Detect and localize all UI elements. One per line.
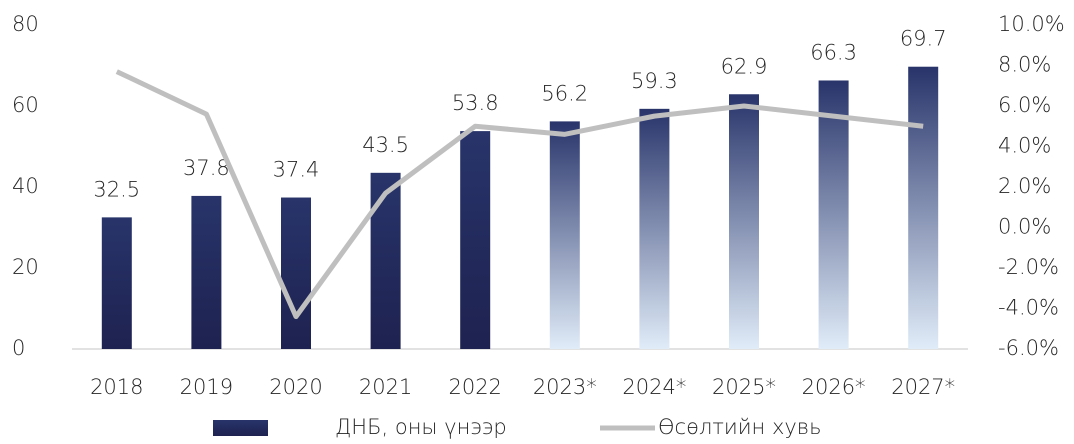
data-label: 62.9: [721, 54, 768, 78]
y2-tick-label: 6.0%: [998, 93, 1051, 117]
data-label: 69.7: [900, 27, 947, 51]
x-tick-label: 2022: [448, 375, 501, 399]
legend-label: Өсөлтийн хувь: [658, 415, 821, 439]
y2-tick-label: 2.0%: [998, 174, 1051, 198]
bar: [729, 94, 759, 349]
data-label: 37.4: [273, 158, 320, 182]
data-label: 43.5: [362, 133, 409, 157]
data-label: 59.3: [631, 69, 678, 93]
bar: [908, 66, 939, 349]
data-label: 32.5: [93, 177, 140, 201]
bar: [818, 80, 849, 350]
legend-label: ДНБ, оны үнээр: [335, 415, 507, 439]
y2-tick-label: 8.0%: [998, 53, 1051, 77]
bar: [101, 217, 132, 349]
y2-tick-label: -6.0%: [998, 336, 1059, 360]
data-label: 66.3: [810, 40, 857, 64]
data-label: 53.8: [452, 91, 499, 115]
bar: [191, 195, 222, 349]
x-tick-label: 2025*: [712, 375, 776, 399]
bar: [281, 197, 311, 349]
y-tick-label: 0: [12, 336, 25, 360]
y-tick-label: 40: [12, 174, 39, 198]
data-label: 56.2: [541, 81, 588, 105]
y2-tick-label: 0.0%: [998, 215, 1051, 239]
x-tick-label: 2027*: [891, 375, 955, 399]
x-tick-label: 2019: [180, 375, 233, 399]
y-tick-label: 60: [12, 93, 39, 117]
x-tick-label: 2018: [90, 375, 143, 399]
y2-tick-label: 4.0%: [998, 134, 1051, 158]
bar: [639, 108, 670, 350]
x-tick-label: 2026*: [802, 375, 866, 399]
data-label: 37.8: [183, 156, 230, 180]
x-tick-label: 2024*: [622, 375, 686, 399]
bar: [460, 131, 491, 349]
x-tick-label: 2020: [269, 375, 322, 399]
y2-tick-label: -2.0%: [998, 255, 1059, 279]
bar: [370, 172, 401, 349]
y-tick-label: 20: [12, 255, 39, 279]
x-tick-label: 2021: [359, 375, 412, 399]
growth-line: [115, 69, 924, 320]
bar: [549, 121, 580, 349]
y2-tick-label: 10.0%: [998, 12, 1065, 36]
x-tick-label: 2023*: [533, 375, 597, 399]
legend-swatch: [213, 420, 268, 436]
y2-tick-label: -4.0%: [998, 296, 1059, 320]
y-tick-label: 80: [12, 12, 39, 36]
